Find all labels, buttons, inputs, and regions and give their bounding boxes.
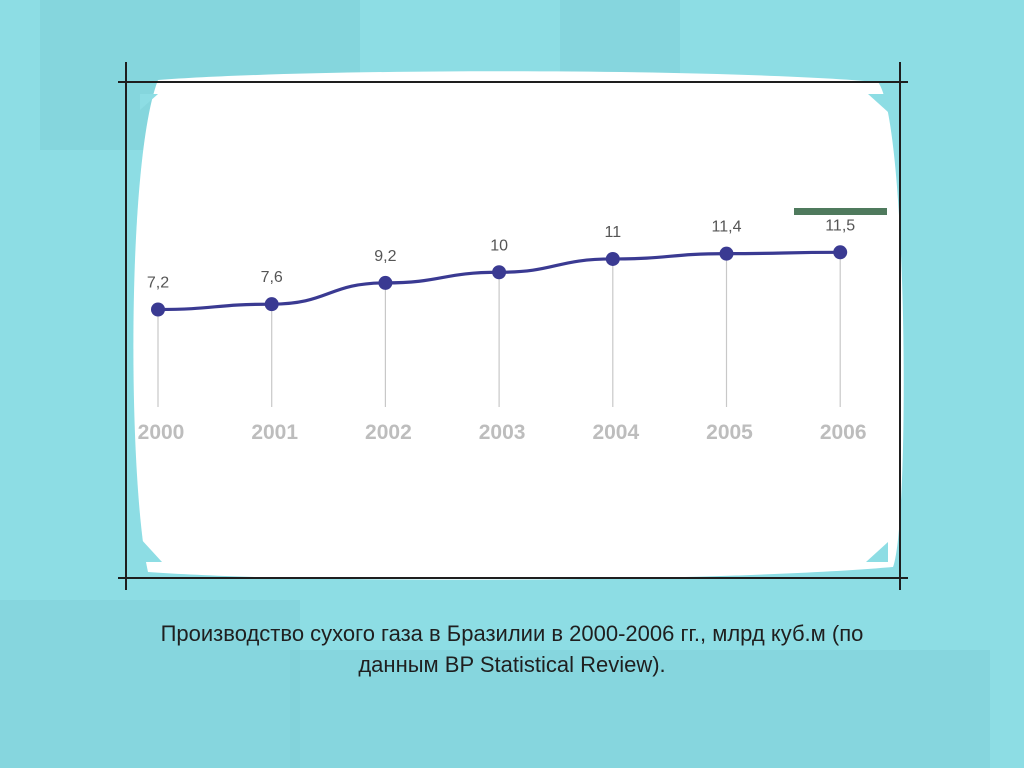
chart-card: 7,2 2000 7,6 2001 9,2 2002 10 2003 11 2004 11,4 200… <box>118 62 908 590</box>
corner-accent-br <box>866 542 888 562</box>
value-label-2001: 7,6 <box>261 269 283 286</box>
corner-accent-tr <box>868 94 888 112</box>
x-tick-label-2005: 2005 <box>706 421 753 444</box>
data-point-2005 <box>719 246 734 261</box>
value-label-2005: 11,4 <box>712 219 742 236</box>
data-point-2000 <box>151 302 165 317</box>
data-point-2003 <box>492 265 507 280</box>
data-point-2002 <box>378 275 393 290</box>
corner-accent-bl <box>140 538 162 562</box>
caption-line-1: Производство сухого газа в Бразилии в 20… <box>160 621 864 646</box>
value-label-2002: 9,2 <box>374 248 396 265</box>
data-point-2004 <box>605 251 620 266</box>
accent-bar <box>794 208 887 215</box>
frame <box>118 62 908 590</box>
data-point-2001 <box>264 297 279 312</box>
x-tick-label-2004: 2004 <box>592 421 639 444</box>
x-tick-label-2002: 2002 <box>365 421 412 444</box>
value-label-2004: 11 <box>604 224 621 241</box>
x-tick-label-2001: 2001 <box>251 421 298 444</box>
value-label-2006: 11,5 <box>825 217 855 234</box>
chart-caption: Производство сухого газа в Бразилии в 20… <box>40 618 984 680</box>
value-label-2000: 7,2 <box>147 275 169 292</box>
x-tick-label-2006: 2006 <box>820 421 867 444</box>
value-label-2003: 10 <box>490 237 508 254</box>
caption-line-2: данным BP Statistical Review). <box>358 652 666 677</box>
chart-plot-area: 7,2 2000 7,6 2001 9,2 2002 10 2003 11 2004 11,4 200… <box>138 217 867 444</box>
card-shape <box>133 71 904 580</box>
corner-accent-tl <box>140 94 158 110</box>
x-tick-label-2000: 2000 <box>138 421 185 444</box>
data-point-2006 <box>833 245 848 260</box>
x-tick-label-2003: 2003 <box>479 421 526 444</box>
line-chart: 7,2 2000 7,6 2001 9,2 2002 10 2003 11 2004 11,4 200… <box>118 62 908 590</box>
